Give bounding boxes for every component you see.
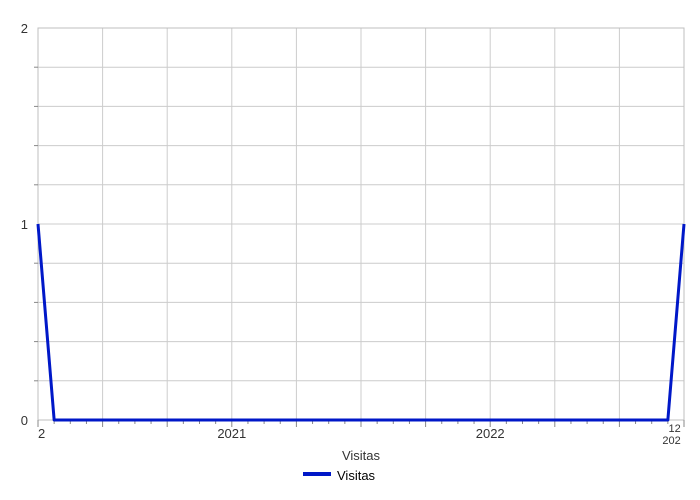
x-tick: 2022 <box>476 426 505 441</box>
x-tick: 12 <box>669 423 681 435</box>
y-tick: 2 <box>21 21 28 36</box>
y-tick: 1 <box>21 217 28 232</box>
x-tick: 2 <box>38 426 45 441</box>
chart-canvas: 01222021202212202VisitasVisitas <box>0 0 700 500</box>
x-tick: 202 <box>662 435 680 447</box>
legend-label: Visitas <box>337 468 376 483</box>
x-axis-label: Visitas <box>342 448 381 463</box>
x-tick: 2021 <box>217 426 246 441</box>
y-tick: 0 <box>21 413 28 428</box>
legend-swatch <box>303 472 331 476</box>
